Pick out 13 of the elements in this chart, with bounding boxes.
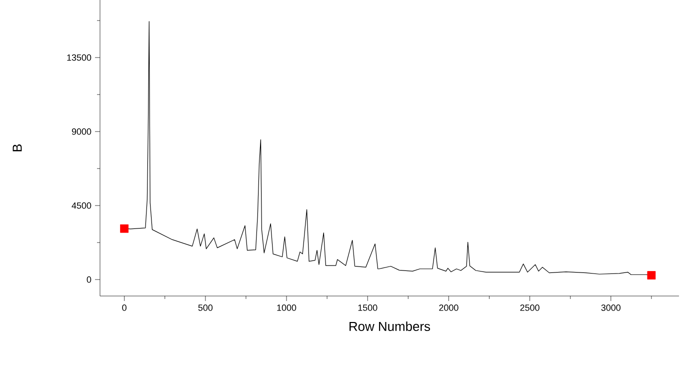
- y-axis-title: B: [12, 144, 22, 152]
- y-tick-label: 4500: [72, 202, 92, 209]
- x-tick-label: 500: [198, 304, 213, 311]
- y-tick-label: 0: [86, 276, 92, 283]
- x-tick-label: 3000: [601, 304, 621, 311]
- x-tick-label: 2500: [520, 304, 540, 311]
- x-axis-title: Row Numbers: [350, 322, 430, 332]
- x-tick-label: 1500: [358, 304, 378, 311]
- y-tick-label: 9000: [72, 128, 92, 135]
- x-tick-label: 0: [122, 304, 126, 311]
- x-tick-label: 2000: [439, 304, 458, 311]
- x-tick-label: 1000: [277, 304, 296, 311]
- y-tick-label: 13500: [67, 54, 92, 61]
